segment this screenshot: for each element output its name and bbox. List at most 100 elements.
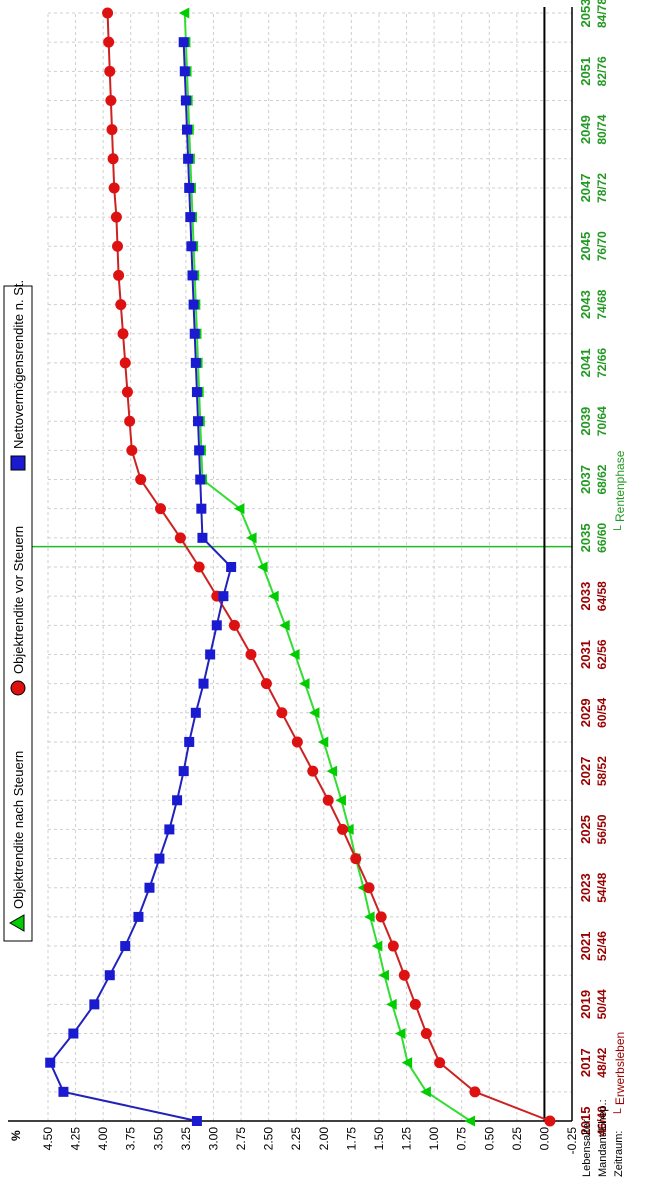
data-point: [172, 795, 183, 806]
x-tick-age: 62/56: [595, 639, 609, 669]
data-point: [307, 765, 319, 777]
x-tick-age: 60/54: [595, 697, 609, 727]
data-point: [188, 299, 199, 310]
legend-marker: [8, 914, 25, 932]
data-point: [289, 648, 300, 660]
data-point: [197, 532, 208, 543]
y-tick-label: 4.25: [69, 1127, 83, 1151]
data-point: [343, 823, 354, 835]
data-point: [190, 707, 201, 718]
data-point: [178, 766, 189, 777]
x-tick-age: 82/76: [595, 56, 609, 86]
x-tick-age: 76/70: [595, 231, 609, 261]
data-point: [257, 561, 268, 573]
y-tick-label: 0.25: [510, 1127, 524, 1151]
y-tick-label: -0.25: [565, 1127, 579, 1155]
data-point: [185, 212, 196, 223]
x-tick-age: 56/50: [595, 814, 609, 844]
data-point: [260, 678, 272, 690]
x-tick-year: 2049: [578, 115, 593, 144]
x-axis-tick-labels: 2015 46/40 2017 48/42 2019 50/44 2021 52/46 2023…: [578, 0, 609, 1136]
data-point: [464, 1115, 476, 1127]
y-tick-label: 0.50: [482, 1127, 496, 1151]
data-point: [102, 7, 114, 19]
x-tick-year: 2047: [578, 173, 593, 202]
data-point: [276, 707, 288, 719]
x-tick-year: 2035: [578, 523, 593, 552]
x-tick-age: 64/58: [595, 581, 609, 611]
y-tick-label: 1.00: [427, 1127, 441, 1151]
legend-entry: Objektrendite nach Steuern: [11, 751, 26, 909]
data-point: [205, 649, 216, 660]
x-tick-age: 54/48: [595, 872, 609, 902]
data-point: [193, 416, 204, 427]
legend-entry: Objektrendite vor Steuern: [11, 526, 26, 674]
chart-series: [45, 7, 556, 1127]
chart-axes: [8, 7, 573, 1122]
y-tick-label: 0.75: [455, 1127, 469, 1151]
data-point: [226, 562, 237, 572]
data-point: [89, 999, 100, 1010]
data-point: [187, 270, 198, 281]
data-point: [183, 153, 194, 164]
data-point: [108, 182, 120, 194]
data-point: [291, 736, 303, 748]
data-point: [335, 794, 346, 806]
x-tick-age: 46/40: [595, 1106, 609, 1136]
y-axis-tick-labels: 4.50 4.25 4.00 3.75 3.50 3.25 3.00 2.75 2.50 2.25…: [41, 1127, 579, 1155]
data-point: [386, 998, 397, 1010]
legend-marker: [10, 680, 26, 696]
data-point: [401, 1057, 413, 1069]
data-point: [181, 124, 192, 135]
data-point: [326, 765, 338, 777]
y-tick-label: 2.00: [317, 1127, 331, 1151]
data-point: [308, 707, 320, 719]
x-tick-year: 2041: [578, 348, 593, 377]
y-tick-label: 1.75: [344, 1127, 358, 1151]
data-point: [317, 736, 329, 748]
data-point: [178, 37, 189, 48]
x-tick-year: 2029: [578, 698, 593, 727]
data-point: [198, 678, 209, 689]
x-tick-year: 2023: [578, 873, 593, 902]
data-point: [364, 911, 375, 923]
phase-label: └ Rentenphase: [613, 450, 627, 534]
data-point: [218, 591, 229, 602]
data-point: [119, 357, 131, 369]
data-point: [117, 328, 129, 340]
legend-marker: [10, 455, 26, 471]
data-point: [155, 503, 167, 515]
x-tick-age: 70/64: [595, 406, 609, 436]
x-tick-year: 2025: [578, 815, 593, 844]
y-tick-label: 4.50: [41, 1127, 55, 1151]
y-tick-label: 3.00: [206, 1127, 220, 1151]
y-tick-label: 3.50: [151, 1127, 165, 1151]
data-point: [387, 940, 399, 952]
data-point: [189, 328, 200, 339]
data-point: [194, 445, 205, 456]
data-point: [103, 36, 115, 48]
data-point: [196, 503, 207, 514]
data-point: [133, 911, 144, 922]
series-3: [45, 37, 237, 1126]
data-point: [68, 1028, 79, 1039]
data-point: [363, 882, 375, 894]
data-point: [350, 853, 362, 865]
x-tick-age: 58/52: [595, 756, 609, 786]
x-tick-year: 2017: [578, 1048, 593, 1077]
data-point: [126, 444, 138, 456]
x-tick-year: 2037: [578, 465, 593, 494]
x-tick-year: 2045: [578, 232, 593, 261]
data-point: [190, 357, 201, 368]
legend-box: [3, 285, 33, 942]
row-labels: Lebensalter Mandant/Ehep.: Zeitraum:: [581, 1099, 625, 1177]
phase-labels: └ Erwerbsleben └ Rentenphase: [613, 450, 627, 1117]
row-label: Lebensalter: [581, 1119, 593, 1177]
data-point: [105, 94, 117, 106]
x-tick-age: 66/60: [595, 523, 609, 553]
data-point: [115, 299, 127, 311]
y-tick-label: 3.25: [179, 1127, 193, 1151]
